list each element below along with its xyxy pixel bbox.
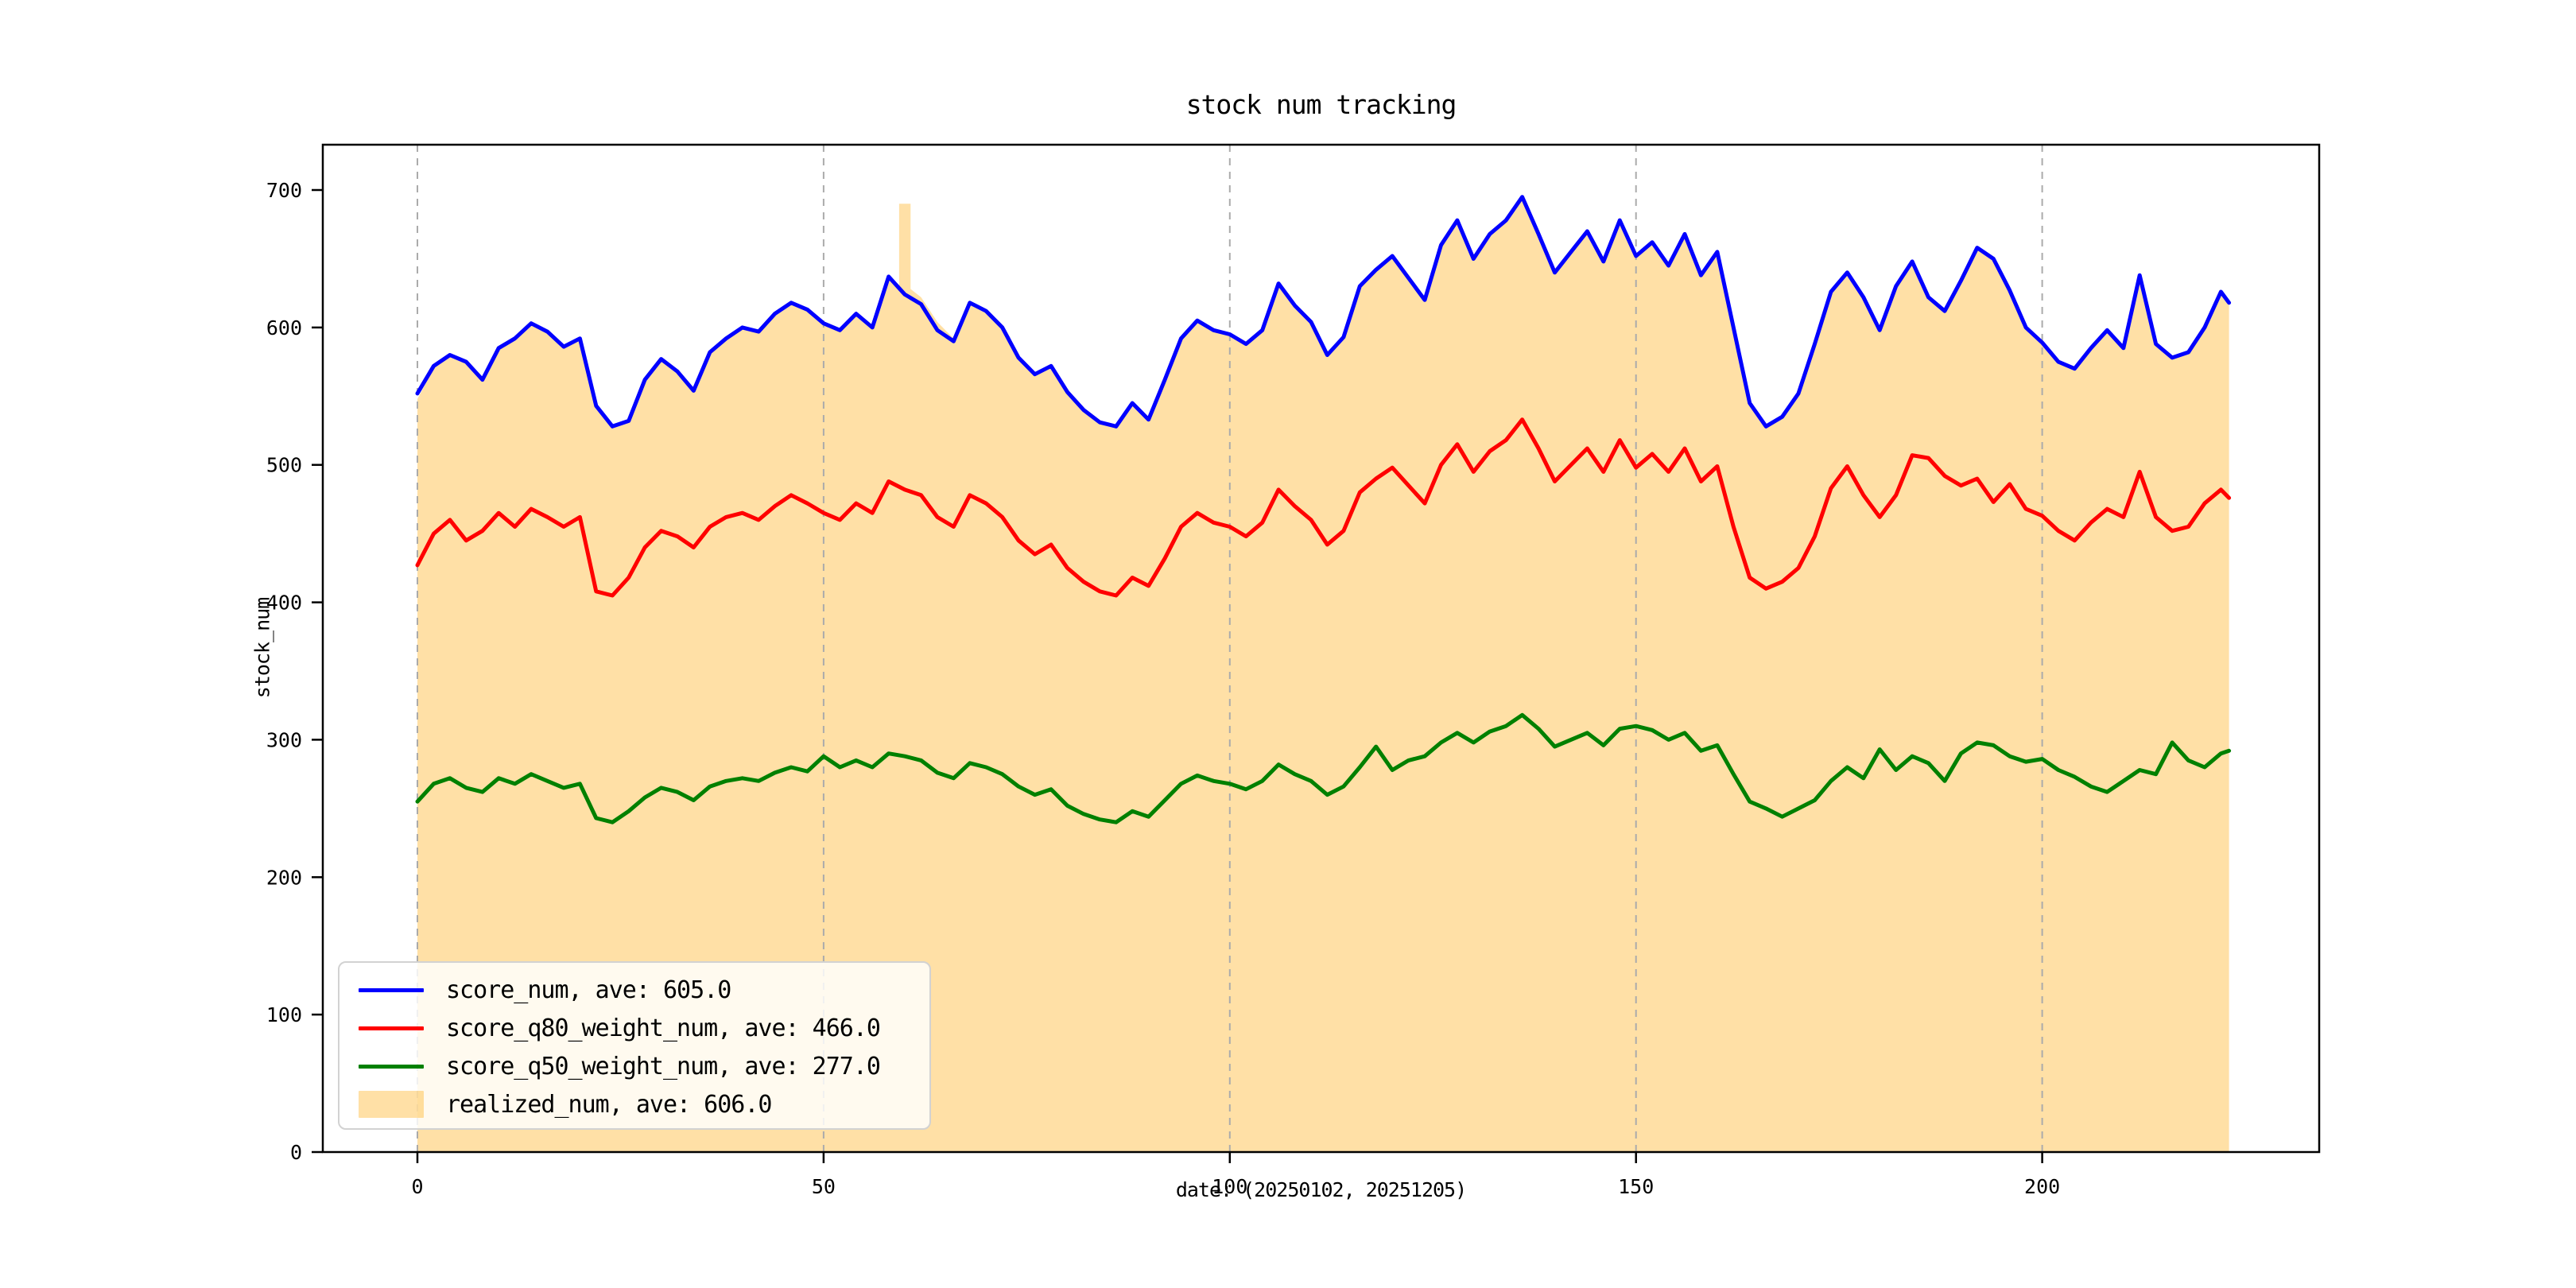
- y-tick-label: 400: [266, 592, 302, 615]
- realized-area: [417, 200, 2229, 1153]
- chart-title: stock num tracking: [1185, 89, 1457, 120]
- legend-label: realized_num, ave: 606.0: [446, 1090, 772, 1119]
- series-line-2: [415, 712, 2232, 824]
- y-tick-label: 200: [266, 866, 302, 889]
- x-tick-label: 50: [812, 1175, 836, 1198]
- axes-border: [321, 143, 2321, 1154]
- legend: score_num, ave: 605.0 score_q80_weight_n…: [338, 961, 931, 1130]
- y-tick-label: 0: [290, 1141, 302, 1164]
- x-tick-label: 200: [2024, 1175, 2060, 1198]
- series-line-0: [415, 195, 2232, 429]
- legend-row-score-q50-weight-num: score_q50_weight_num, ave: 277.0: [359, 1047, 929, 1085]
- x-tick-label: 100: [1212, 1175, 1247, 1198]
- x-tick-label: 0: [411, 1175, 423, 1198]
- x-tick-label: 150: [1618, 1175, 1654, 1198]
- legend-line-swatch-blue: [359, 987, 424, 992]
- y-tick-label: 300: [266, 728, 302, 751]
- legend-line-swatch-red: [359, 1026, 424, 1030]
- legend-label: score_q80_weight_num, ave: 466.0: [446, 1014, 881, 1042]
- y-axis-label-text: stock_num: [250, 597, 274, 699]
- legend-line-swatch-green: [359, 1064, 424, 1069]
- y-tick-label: 700: [266, 179, 302, 202]
- legend-label: score_num, ave: 605.0: [446, 976, 731, 1004]
- y-tick-label: 600: [266, 316, 302, 339]
- x-axis-label: date: (20250102, 20251205): [1175, 1178, 1467, 1201]
- series-line-1: [415, 417, 2232, 598]
- y-tick-label: 100: [266, 1003, 302, 1026]
- legend-row-score-num: score_num, ave: 605.0: [359, 971, 929, 1009]
- y-tick-label: 500: [266, 454, 302, 477]
- legend-row-realized-num: realized_num, ave: 606.0: [359, 1085, 929, 1123]
- legend-label: score_q50_weight_num, ave: 277.0: [446, 1052, 881, 1080]
- legend-row-score-q80-weight-num: score_q80_weight_num, ave: 466.0: [359, 1009, 929, 1047]
- legend-area-swatch-orange: [359, 1091, 424, 1118]
